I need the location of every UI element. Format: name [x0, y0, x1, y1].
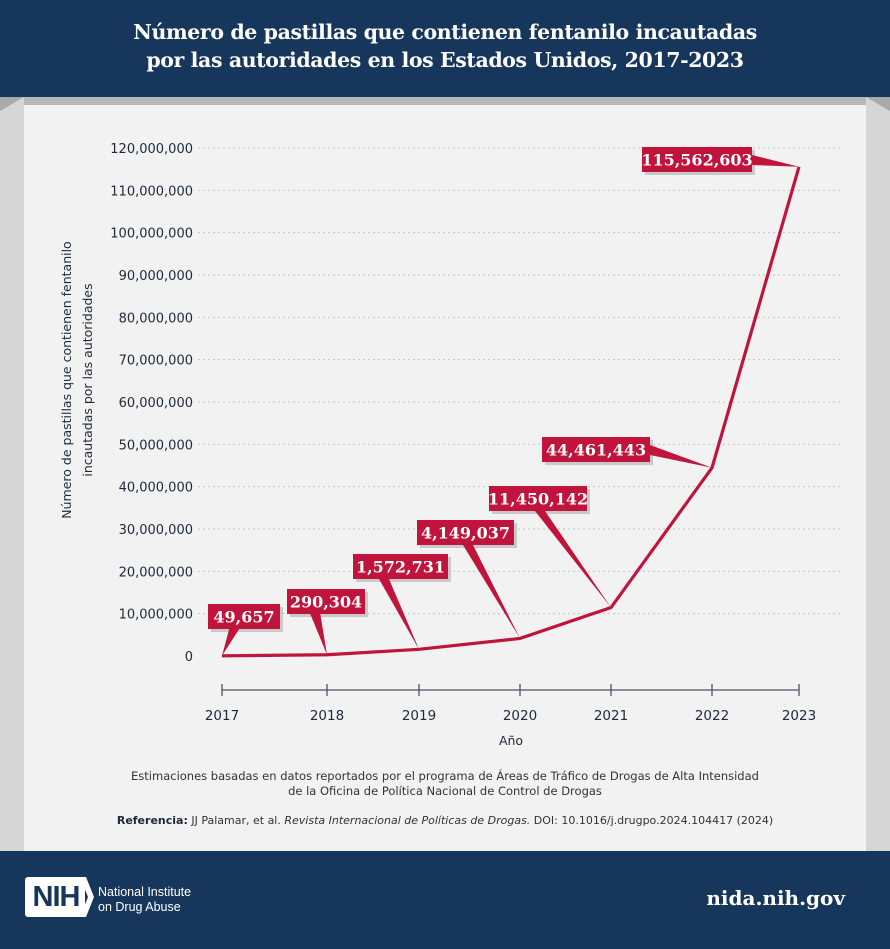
y-axis-ticks: 0 10,000,000 20,000,000 30,000,000 40,000,00… [110, 142, 193, 665]
chart-panel [24, 105, 866, 851]
nih-logo [25, 877, 85, 917]
data-label-pointer [650, 445, 712, 468]
data-label-box [542, 437, 650, 462]
left-fold-strip [0, 97, 24, 851]
data-label-pointer [752, 155, 799, 167]
data-label-box [417, 520, 514, 545]
institute-name-line2: on Drug Abuse [98, 900, 181, 914]
y-tick-label: 0 [185, 650, 193, 665]
chart-title-line2: por las autoridades en los Estados Unido… [146, 48, 744, 72]
data-label-text: 115,562,603 [641, 151, 752, 170]
data-label-box [287, 589, 365, 614]
reference-journal: Revista Internacional de Políticas de Dr… [284, 814, 531, 827]
data-label-pointer [535, 511, 611, 608]
y-axis-label-line1: Número de pastillas que contienen fentan… [59, 241, 74, 518]
panel-top-shadow [24, 97, 866, 105]
chart-title: Número de pastillas que contienen fentan… [0, 18, 890, 74]
left-fold-shadow [0, 97, 24, 111]
data-label-text: 290,304 [290, 593, 362, 612]
y-tick-label: 10,000,000 [119, 608, 193, 623]
data-label-pointer [463, 545, 520, 639]
x-tick-label: 2018 [310, 708, 344, 724]
institute-name-line1: National Institute [98, 885, 192, 899]
y-tick-label: 120,000,000 [110, 142, 193, 157]
y-axis-label-line2: incautadas por las autoridades [80, 283, 95, 476]
estimate-note-line1: Estimaciones basadas en datos reportados… [131, 769, 759, 783]
data-labels: 49,657 290,304 1,572,731 4,149,037 11,450,14… [208, 147, 799, 656]
y-tick-label: 90,000,000 [119, 269, 193, 284]
header-banner [0, 0, 890, 97]
reference-note: Referencia: JJ Palamar, et al. Revista I… [24, 813, 866, 828]
data-label-callout: 4,149,037 [417, 520, 520, 639]
data-label-callout: 1,572,731 [353, 554, 451, 650]
y-tick-label: 60,000,000 [119, 396, 193, 411]
nih-logo-text: NIH [32, 881, 81, 913]
estimate-note: Estimaciones basadas en datos reportados… [24, 769, 866, 799]
data-label-box [489, 486, 587, 511]
data-label-callout: 49,657 [208, 604, 283, 656]
data-label-callout: 11,450,142 [488, 486, 611, 608]
x-tick-label: 2020 [503, 708, 537, 724]
y-tick-label: 80,000,000 [119, 311, 193, 326]
series-line [221, 166, 801, 658]
x-tick-label: 2019 [402, 708, 436, 724]
data-label-text: 11,450,142 [488, 490, 588, 509]
data-label-callout: 44,461,443 [542, 437, 712, 468]
series-line-group [221, 166, 801, 658]
data-label-box [642, 147, 752, 172]
reference-label: Referencia: [116, 814, 188, 827]
data-label-pointer [222, 629, 240, 656]
data-label-callout: 115,562,603 [641, 147, 799, 175]
y-tick-label: 50,000,000 [119, 438, 193, 453]
reference-doi: DOI: 10.1016/j.drugpo.2024.104417 (2024) [533, 814, 774, 827]
reference-authors: JJ Palamar, et al. [191, 814, 281, 827]
x-axis: 2017 2018 2019 2020 2021 2022 2023 [205, 684, 816, 724]
y-tick-label: 40,000,000 [119, 481, 193, 496]
data-label-text: 49,657 [213, 608, 274, 627]
right-fold-strip [866, 97, 890, 851]
x-tick-label: 2022 [695, 708, 729, 724]
y-tick-label: 110,000,000 [110, 184, 193, 199]
data-label-text: 1,572,731 [356, 558, 445, 577]
y-tick-label: 20,000,000 [119, 565, 193, 580]
data-label-callout: 290,304 [287, 589, 368, 655]
y-tick-label: 30,000,000 [119, 523, 193, 538]
data-label-box [353, 554, 448, 579]
data-label-box [208, 604, 280, 629]
gridlines [198, 147, 840, 615]
website-link[interactable]: nida.nih.gov [706, 886, 845, 910]
x-tick-label: 2017 [205, 708, 239, 724]
y-tick-label: 70,000,000 [119, 354, 193, 369]
data-label-pointer [310, 614, 327, 655]
data-label-text: 4,149,037 [421, 524, 510, 543]
y-tick-label: 100,000,000 [110, 227, 193, 242]
x-tick-label: 2023 [782, 708, 816, 724]
institute-name: National Institute on Drug Abuse [98, 885, 191, 915]
right-fold-shadow [866, 97, 890, 111]
estimate-note-line2: de la Oficina de Política Nacional de Co… [288, 784, 602, 798]
x-tick-label: 2021 [594, 708, 628, 724]
chart-title-line1: Número de pastillas que contienen fentan… [133, 20, 757, 44]
data-label-text: 44,461,443 [546, 441, 646, 460]
x-axis-label: Año [499, 733, 523, 748]
footer-banner [0, 851, 890, 949]
data-label-pointer [379, 579, 419, 650]
nih-chevron-icon [80, 877, 94, 917]
